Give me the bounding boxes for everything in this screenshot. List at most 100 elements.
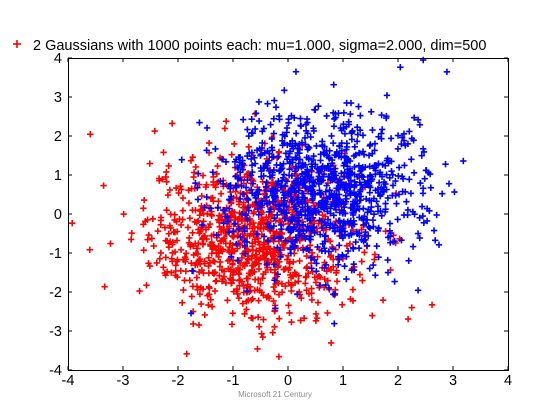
red-plus-point — [257, 280, 264, 287]
red-plus-point — [185, 187, 192, 194]
blue-plus-point — [339, 251, 346, 259]
blue-plus-point — [341, 130, 349, 137]
red-plus-point — [327, 253, 334, 261]
red-plus-point — [208, 303, 216, 310]
blue-plus-point — [363, 242, 371, 249]
red-plus-point — [168, 120, 176, 127]
red-plus-point — [205, 301, 212, 309]
blue-plus-point — [270, 115, 278, 122]
red-plus-point — [194, 217, 202, 225]
red-plus-point — [179, 194, 187, 202]
blue-plus-point — [203, 124, 211, 132]
red-plus-point — [288, 318, 295, 326]
red-plus-point — [298, 294, 305, 302]
blue-plus-point — [234, 257, 241, 264]
blue-plus-point — [360, 151, 368, 158]
blue-plus-point — [414, 230, 422, 237]
red-plus-point — [208, 232, 215, 239]
blue-plus-point — [316, 282, 323, 289]
red-plus-point — [233, 267, 240, 275]
blue-plus-point — [307, 217, 314, 224]
red-plus-point — [225, 265, 232, 272]
red-plus-point — [275, 353, 283, 360]
red-plus-point — [172, 262, 179, 269]
red-plus-point — [283, 256, 291, 263]
red-plus-point — [217, 258, 224, 266]
blue-plus-point — [406, 128, 413, 135]
red-plus-point — [160, 264, 167, 271]
red-plus-point — [271, 255, 278, 262]
red-plus-point — [321, 275, 328, 283]
red-plus-point — [319, 211, 326, 219]
red-plus-point — [250, 208, 258, 216]
red-plus-point — [150, 242, 157, 250]
red-plus-point — [428, 301, 436, 309]
red-plus-point — [159, 176, 166, 183]
red-plus-point — [195, 321, 203, 329]
red-plus-point — [271, 308, 278, 315]
blue-plus-point — [302, 235, 309, 242]
red-plus-point — [361, 249, 368, 256]
red-plus-point — [265, 293, 272, 300]
red-plus-point — [140, 247, 147, 254]
blue-plus-point — [203, 193, 210, 201]
blue-plus-point — [400, 137, 408, 144]
blue-plus-point — [255, 98, 263, 106]
blue-plus-point — [445, 180, 453, 187]
blue-plus-point — [313, 268, 320, 275]
blue-plus-point — [392, 192, 399, 199]
red-plus-point — [142, 218, 149, 225]
red-plus-point — [189, 229, 196, 236]
blue-plus-point — [255, 211, 263, 218]
blue-plus-point — [351, 143, 358, 150]
red-plus-point — [256, 287, 263, 294]
red-plus-point — [307, 242, 314, 249]
red-plus-point — [191, 218, 199, 226]
blue-plus-point — [274, 180, 282, 187]
red-plus-point — [204, 292, 211, 299]
blue-plus-point — [333, 185, 340, 192]
red-plus-point — [233, 194, 240, 201]
red-plus-point — [207, 241, 214, 248]
blue-plus-point — [331, 290, 339, 298]
blue-plus-point — [386, 174, 393, 182]
blue-plus-point — [242, 250, 249, 258]
red-plus-point — [282, 282, 289, 290]
blue-plus-point — [318, 190, 325, 198]
blue-plus-point — [271, 214, 278, 222]
red-plus-point — [217, 237, 224, 245]
red-plus-point — [201, 232, 209, 240]
legend-label: 2 Gaussians with 1000 points each: mu=1.… — [33, 38, 486, 54]
red-plus-point — [248, 252, 256, 260]
red-plus-point — [190, 320, 197, 328]
blue-plus-point — [225, 229, 233, 236]
red-plus-point — [260, 316, 267, 323]
red-plus-point — [163, 207, 170, 214]
blue-plus-point — [405, 257, 412, 264]
red-plus-point — [181, 277, 188, 284]
red-plus-point — [140, 196, 148, 204]
red-plus-point — [247, 283, 254, 291]
blue-plus-point — [279, 177, 286, 184]
blue-plus-point — [224, 218, 232, 225]
red-plus-point — [68, 219, 76, 227]
blue-plus-point — [451, 188, 458, 196]
blue-plus-point — [265, 208, 273, 216]
blue-plus-point — [270, 234, 278, 242]
blue-plus-point — [378, 135, 385, 142]
red-plus-point — [197, 228, 204, 235]
red-plus-point — [240, 199, 247, 206]
blue-plus-point — [328, 132, 335, 140]
blue-plus-point — [427, 184, 435, 191]
red-plus-point — [239, 300, 246, 307]
blue-plus-point — [407, 190, 415, 197]
blue-plus-point — [371, 140, 379, 147]
red-plus-point — [260, 270, 267, 278]
red-plus-point — [210, 181, 217, 189]
red-plus-point — [268, 182, 276, 189]
red-plus-point — [101, 283, 108, 290]
red-plus-point — [271, 323, 278, 330]
red-plus-point — [259, 274, 266, 282]
red-plus-point — [327, 339, 335, 347]
